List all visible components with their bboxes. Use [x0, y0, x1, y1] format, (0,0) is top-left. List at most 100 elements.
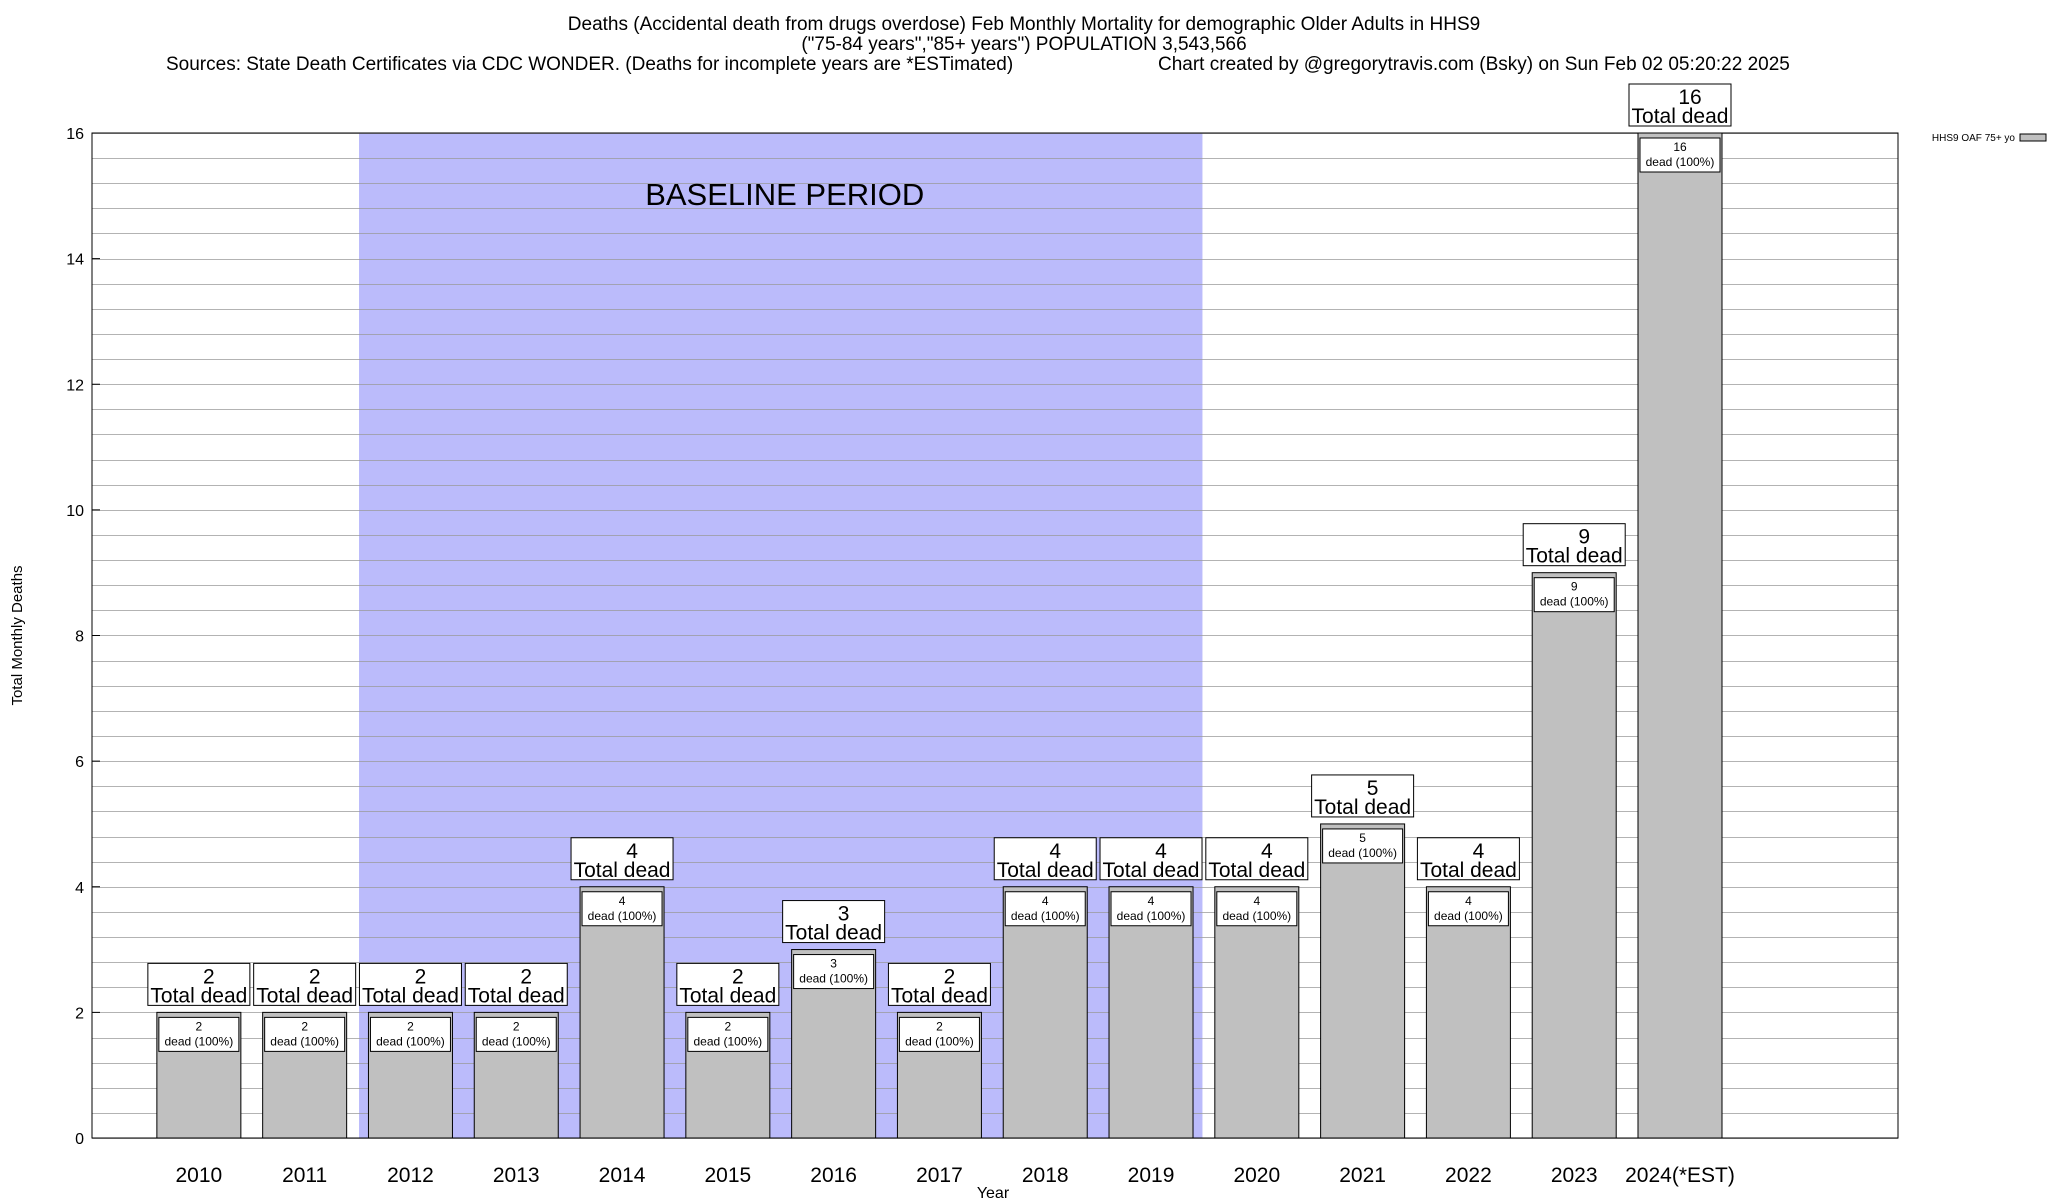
chart-title-line-2: ("75-84 years","85+ years") POPULATION 3…	[801, 34, 1247, 55]
x-tick-label: 2019	[1128, 1164, 1175, 1187]
bar-inner-percent-label: dead (100%)	[1540, 595, 1609, 609]
bar-inner-percent-label: dead (100%)	[270, 1034, 339, 1048]
x-tick-label: 2016	[810, 1164, 857, 1187]
bar-top-value-label: 4	[1049, 840, 1061, 863]
x-tick-label: 2013	[493, 1164, 540, 1187]
bar-top-label-box	[887, 962, 991, 1006]
bar-2021	[1320, 823, 1406, 1139]
bar-top-total-label: Total dead	[468, 984, 565, 1007]
bar-inner-percent-label: dead (100%)	[588, 909, 657, 923]
bar-top-value-label: 16	[1678, 86, 1701, 109]
bar-inner-percent-label: dead (100%)	[693, 1034, 762, 1048]
bar-top-total-label: Total dead	[679, 984, 776, 1007]
y-tick-label: 10	[66, 503, 84, 520]
bar-inner-value-label: 4	[1042, 894, 1049, 908]
y-tick-label: 16	[66, 126, 84, 143]
bar-inner-percent-label: dead (100%)	[376, 1034, 445, 1048]
x-tick-label: 2017	[916, 1164, 963, 1187]
x-tick-label: 2012	[387, 1164, 434, 1187]
bar-inner-percent-label: dead (100%)	[1222, 909, 1291, 923]
x-tick-label: 2023	[1551, 1164, 1598, 1187]
bar-inner-value-label: 16	[1673, 140, 1687, 154]
bar-inner-value-label: 9	[1571, 580, 1578, 594]
bar-2020	[1214, 886, 1300, 1139]
bar-inner-label-box	[1004, 891, 1086, 927]
bar-inner-label-box	[1533, 577, 1615, 613]
y-tick-label: 4	[75, 880, 84, 897]
bar-inner-label-box	[1427, 891, 1509, 927]
bar-inner-label-box	[1322, 828, 1404, 864]
bar-inner-percent-label: dead (100%)	[1434, 909, 1503, 923]
bar-inner-percent-label: dead (100%)	[1328, 846, 1397, 860]
bar-inner-percent-label: dead (100%)	[165, 1034, 234, 1048]
bar-top-value-label: 2	[415, 965, 427, 988]
bar-top-value-label: 4	[626, 840, 638, 863]
bar-inner-value-label: 4	[1148, 894, 1155, 908]
y-tick-label: 6	[75, 754, 84, 771]
bar-top-label-box	[1205, 837, 1309, 881]
bar-top-label-box	[570, 837, 674, 881]
bar-inner-label-box	[1110, 891, 1192, 927]
bar-top-value-label: 2	[944, 965, 956, 988]
x-tick-label: 2010	[176, 1164, 223, 1187]
bar-inner-percent-label: dead (100%)	[1117, 909, 1186, 923]
bar-inner-value-label: 2	[407, 1019, 414, 1033]
bar-top-value-label: 4	[1155, 840, 1167, 863]
bar-inner-percent-label: dead (100%)	[799, 972, 868, 986]
bar-top-value-label: 3	[838, 903, 850, 926]
bar-inner-value-label: 4	[1465, 894, 1472, 908]
bar-top-label-box	[1522, 523, 1626, 567]
x-tick-label: 2024(*EST)	[1625, 1164, 1735, 1187]
bar-inner-label-box	[898, 1016, 980, 1052]
bar-inner-value-label: 4	[619, 894, 626, 908]
bar-inner-value-label: 2	[301, 1019, 308, 1033]
bar-top-total-label: Total dead	[1632, 105, 1729, 128]
bar-inner-percent-label: dead (100%)	[1646, 155, 1715, 169]
bar-top-value-label: 4	[1261, 840, 1273, 863]
chart-credit: Chart created by @gregorytravis.com (Bsk…	[1158, 54, 1790, 75]
bar-top-label-box	[1099, 837, 1203, 881]
bar-inner-label-box	[793, 954, 875, 990]
y-tick-label: 12	[66, 377, 84, 394]
bar-top-value-label: 2	[520, 965, 532, 988]
bar-top-total-label: Total dead	[785, 922, 882, 945]
bar-inner-value-label: 3	[830, 957, 837, 971]
baseline-label: BASELINE PERIOD	[645, 177, 924, 212]
bar-inner-label-box	[369, 1016, 451, 1052]
bar-inner-label-box	[581, 891, 663, 927]
bar-top-total-label: Total dead	[1208, 859, 1305, 882]
bar-top-label-box	[253, 962, 357, 1006]
bar-top-label-box	[358, 962, 462, 1006]
bar-top-label-box	[1628, 83, 1732, 127]
bar-top-total-label: Total dead	[891, 984, 988, 1007]
bar-top-label-box	[782, 900, 886, 944]
bar-2023	[1531, 572, 1617, 1139]
x-tick-label: 2021	[1339, 1164, 1386, 1187]
bar-inner-value-label: 2	[936, 1019, 943, 1033]
bar-top-total-label: Total dead	[1420, 859, 1517, 882]
bar-top-value-label: 2	[203, 965, 215, 988]
bar-top-value-label: 5	[1367, 777, 1379, 800]
bar-top-label-box	[1416, 837, 1520, 881]
bar-top-label-box	[147, 962, 251, 1006]
bar-inner-value-label: 2	[513, 1019, 520, 1033]
chart-sources: Sources: State Death Certificates via CD…	[166, 54, 1014, 75]
bar-top-total-label: Total dead	[1103, 859, 1200, 882]
bar-top-label-box	[676, 962, 780, 1006]
bar-top-label-box	[993, 837, 1097, 881]
bar-inner-label-box	[687, 1016, 769, 1052]
bar-inner-label-box	[1639, 137, 1721, 173]
bar-top-value-label: 2	[732, 965, 744, 988]
y-tick-label: 2	[75, 1005, 84, 1022]
chart-title-line-1: Deaths (Accidental death from drugs over…	[567, 14, 1481, 35]
bar-inner-label-box	[264, 1016, 346, 1052]
bar-inner-label-box	[475, 1016, 557, 1052]
bar-top-value-label: 2	[309, 965, 321, 988]
bar-top-total-label: Total dead	[256, 984, 353, 1007]
bar-top-total-label: Total dead	[362, 984, 459, 1007]
bar-inner-percent-label: dead (100%)	[905, 1034, 974, 1048]
bar-inner-value-label: 2	[196, 1019, 203, 1033]
bar-top-total-label: Total dead	[150, 984, 247, 1007]
bar-top-total-label: Total dead	[574, 859, 671, 882]
bar-top-label-box	[464, 962, 568, 1006]
